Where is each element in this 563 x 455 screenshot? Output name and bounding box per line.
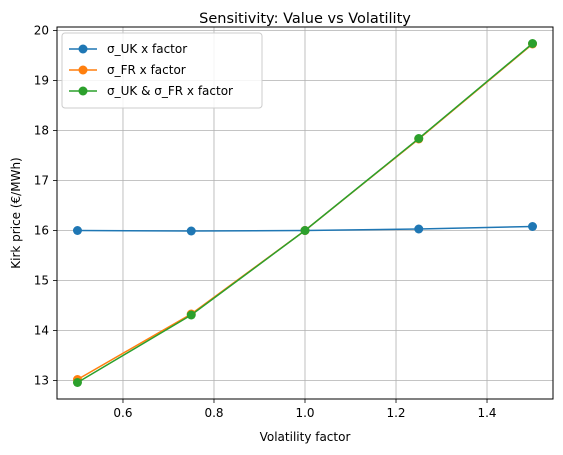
data-point (186, 310, 196, 320)
data-point (528, 39, 538, 48)
data-point (414, 224, 424, 234)
y-axis-label: Kirk price (€/MWh) (9, 157, 23, 268)
series-layer (72, 39, 538, 387)
y-tick-label: 18 (34, 124, 49, 138)
data-point (72, 226, 82, 235)
y-tick-label: 14 (34, 324, 49, 338)
chart-title: Sensitivity: Value vs Volatility (199, 11, 411, 27)
x-tick-label: 1.4 (477, 406, 496, 420)
y-tick-label: 16 (34, 224, 49, 238)
legend-label: σ_UK x factor (107, 42, 187, 56)
legend-item: σ_UK & σ_FR x factor (69, 84, 233, 98)
x-axis-ticks: 0.6 0.8 1.0 1.2 1.4 (113, 399, 497, 420)
x-tick-label: 0.6 (113, 406, 132, 420)
legend-marker (78, 65, 88, 75)
data-point (414, 134, 424, 143)
y-tick-label: 17 (34, 174, 49, 188)
legend-box (61, 32, 263, 109)
legend-label: σ_FR x factor (107, 63, 186, 77)
legend-item: σ_FR x factor (69, 63, 186, 77)
series-3 (72, 39, 538, 387)
data-point (186, 226, 196, 236)
x-tick-label: 0.8 (204, 406, 223, 420)
y-tick-label: 19 (34, 74, 49, 88)
y-tick-label: 20 (34, 24, 49, 38)
y-axis-ticks: 13 14 15 16 17 18 19 20 (34, 24, 57, 388)
legend-label: σ_UK & σ_FR x factor (107, 84, 233, 98)
legend-item: σ_UK x factor (69, 42, 187, 56)
x-tick-label: 1.2 (386, 406, 405, 420)
data-point (300, 226, 310, 235)
x-axis-label: Volatility factor (260, 430, 351, 444)
x-tick-label: 1.0 (295, 406, 314, 420)
legend-marker (78, 86, 88, 96)
y-tick-label: 13 (34, 374, 49, 388)
legend: σ_UK x factor σ_FR x factor σ_UK & σ_FR x … (61, 32, 263, 109)
data-point (72, 378, 82, 387)
data-point (528, 222, 538, 231)
legend-marker (78, 44, 88, 54)
y-tick-label: 15 (34, 274, 49, 288)
